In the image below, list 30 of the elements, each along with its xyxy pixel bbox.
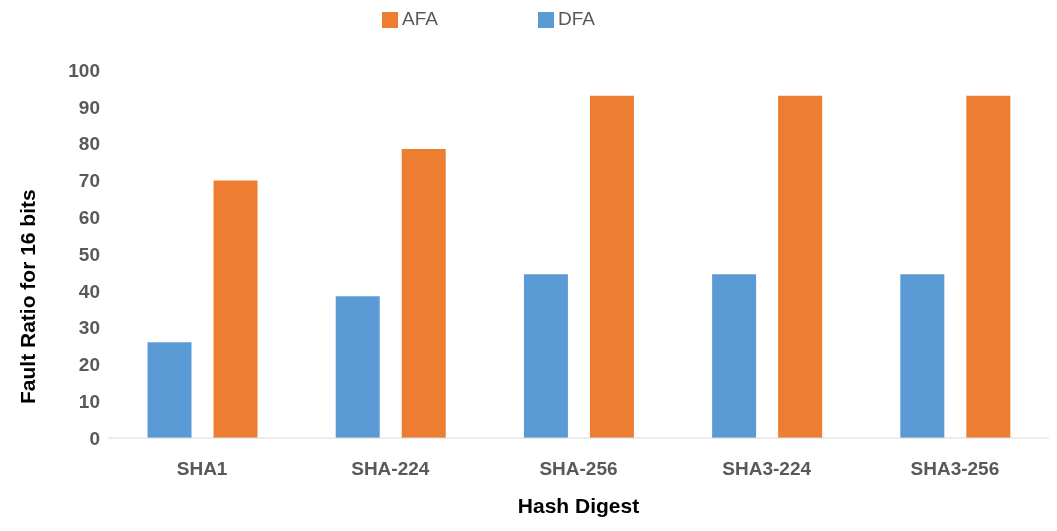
bar — [523, 274, 568, 438]
y-tick-label: 100 — [68, 59, 100, 81]
bar — [900, 274, 945, 438]
x-tick-label: SHA1 — [176, 458, 228, 480]
y-tick-label: 0 — [89, 427, 100, 449]
x-tick-label: SHA-256 — [539, 458, 618, 480]
x-tick-label: SHA-224 — [351, 458, 430, 480]
legend-label: AFA — [402, 8, 438, 29]
x-axis-title: Hash Digest — [517, 494, 640, 517]
y-tick-label: 40 — [78, 280, 100, 302]
bar — [213, 180, 258, 438]
y-tick-label: 60 — [78, 206, 100, 228]
y-tick-label: 10 — [78, 390, 100, 412]
y-tick-label: 30 — [78, 317, 100, 339]
bar — [335, 296, 380, 438]
y-tick-label: 50 — [78, 243, 100, 265]
x-tick-label: SHA3-256 — [910, 458, 1000, 480]
bar — [589, 95, 634, 438]
bar — [966, 95, 1011, 438]
y-tick-label: 80 — [78, 133, 100, 155]
bar — [712, 274, 757, 438]
legend-label: DFA — [557, 8, 595, 29]
y-axis-title: Fault Ratio for 16 bits — [16, 189, 40, 404]
bar — [778, 95, 823, 438]
y-tick-label: 20 — [78, 354, 100, 376]
x-tick-label: SHA3-224 — [722, 458, 812, 480]
y-tick-label: 90 — [78, 96, 100, 118]
y-tick-label: 70 — [78, 170, 100, 192]
bar — [401, 149, 446, 438]
bar — [147, 342, 192, 438]
